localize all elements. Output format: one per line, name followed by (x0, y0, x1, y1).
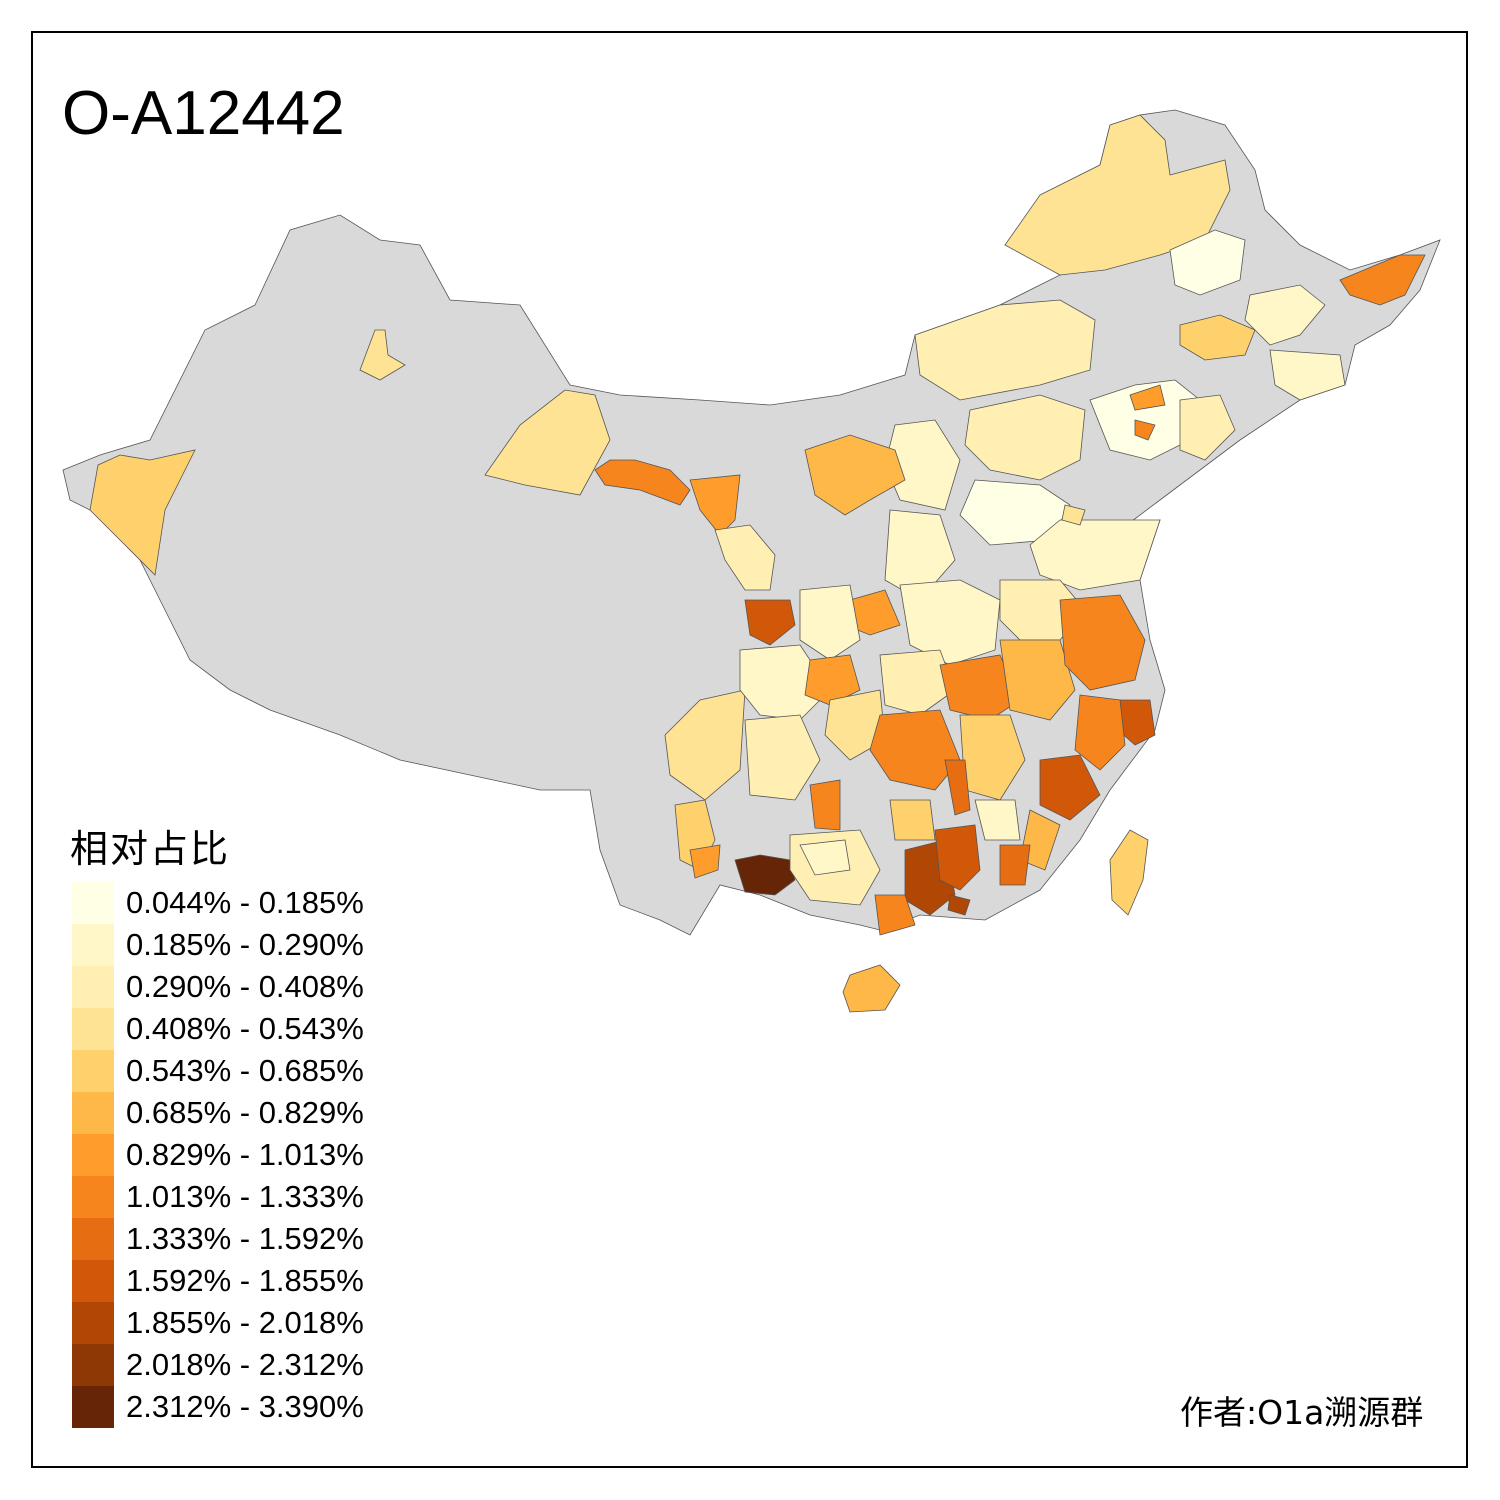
map-title: O-A12442 (62, 79, 345, 148)
hubei-west (879, 649, 956, 716)
legend-title: 相对占比 (70, 827, 231, 871)
guangxi-pale (799, 839, 851, 876)
jiuquan-region (594, 459, 691, 506)
legend-label: 2.312% - 3.390% (126, 1389, 364, 1424)
guizhou-region (744, 714, 821, 801)
guangdong-central (934, 824, 981, 891)
legend-swatch (72, 1008, 114, 1050)
legend-swatch (72, 1092, 114, 1134)
altay-region (359, 329, 406, 381)
legend-swatch (72, 1260, 114, 1302)
taiwan-region (1109, 829, 1149, 916)
hubei-wuhan (939, 654, 1021, 721)
chongqing-region (824, 689, 886, 761)
jilin-region (1179, 314, 1256, 361)
legend-label: 0.185% - 0.290% (126, 927, 364, 962)
fujian-central (1039, 754, 1101, 821)
dalian-region (1134, 419, 1156, 441)
neimenggu-east (914, 299, 1096, 401)
heilongjiang-east-pale (1169, 229, 1246, 296)
wenshan-region (734, 854, 796, 896)
legend-label: 1.333% - 1.592% (126, 1221, 364, 1256)
anhui-region (999, 639, 1076, 721)
legend-label: 1.592% - 1.855% (126, 1263, 364, 1298)
yunnan-central (689, 844, 721, 879)
jiangsu-south (1059, 594, 1146, 691)
shenzhen-region (947, 894, 971, 916)
shaanxi-south (799, 584, 861, 661)
author-credit: 作者:O1a溯源群 (1180, 1393, 1424, 1432)
liaoning-south (1179, 394, 1236, 461)
shandong-region (1029, 519, 1161, 591)
legend-label: 0.543% - 0.685% (126, 1053, 364, 1088)
hainan-region (842, 964, 901, 1013)
guangdong-south (874, 894, 916, 936)
fujian-north-pale (974, 799, 1021, 841)
hunan-region (869, 709, 961, 791)
legend-swatch (72, 1386, 114, 1428)
ganzhou-region (944, 759, 971, 816)
kashgar-region (89, 449, 196, 576)
beijing-hebei (964, 394, 1086, 481)
tianshui-region (744, 599, 796, 646)
hunan-south (889, 799, 936, 841)
legend-swatch (72, 1176, 114, 1218)
sichuan-west (664, 689, 746, 801)
zhejiang-north (1074, 694, 1126, 771)
henan-region (899, 579, 1001, 666)
mudanjiang-pale (1244, 284, 1326, 346)
legend-swatch (72, 1344, 114, 1386)
shandong-east (1061, 504, 1086, 526)
country-outline (62, 109, 1441, 936)
legend-swatch (72, 1218, 114, 1260)
legend-label: 1.013% - 1.333% (126, 1179, 364, 1214)
legend-label: 0.829% - 1.013% (126, 1137, 364, 1172)
huizhou-region (999, 844, 1031, 886)
hohhot-region (804, 434, 906, 516)
gansu-lanzhou (714, 524, 776, 591)
legend-swatch (72, 966, 114, 1008)
jilin-east (1269, 349, 1346, 401)
guangxi-east (809, 779, 841, 831)
legend-label: 0.044% - 0.185% (126, 885, 364, 920)
legend-swatch (72, 882, 114, 924)
legend-swatch (72, 1050, 114, 1092)
legend-label: 0.408% - 0.543% (126, 1011, 364, 1046)
heilongjiang-west (1004, 114, 1231, 276)
jiamusi-region (1339, 254, 1426, 306)
legend-label: 2.018% - 2.312% (126, 1347, 364, 1382)
legend-swatch (72, 924, 114, 966)
legend-label: 0.685% - 0.829% (126, 1095, 364, 1130)
shanxi-central (884, 509, 956, 601)
zhangye-region (689, 474, 741, 536)
shenyang-region (1129, 384, 1166, 411)
legend-swatch (72, 1302, 114, 1344)
legend-label: 0.290% - 0.408% (126, 969, 364, 1004)
hami-region (484, 389, 611, 496)
legend-swatch (72, 1134, 114, 1176)
fujian-south (1019, 809, 1061, 871)
legend-label: 1.855% - 2.018% (126, 1305, 364, 1340)
